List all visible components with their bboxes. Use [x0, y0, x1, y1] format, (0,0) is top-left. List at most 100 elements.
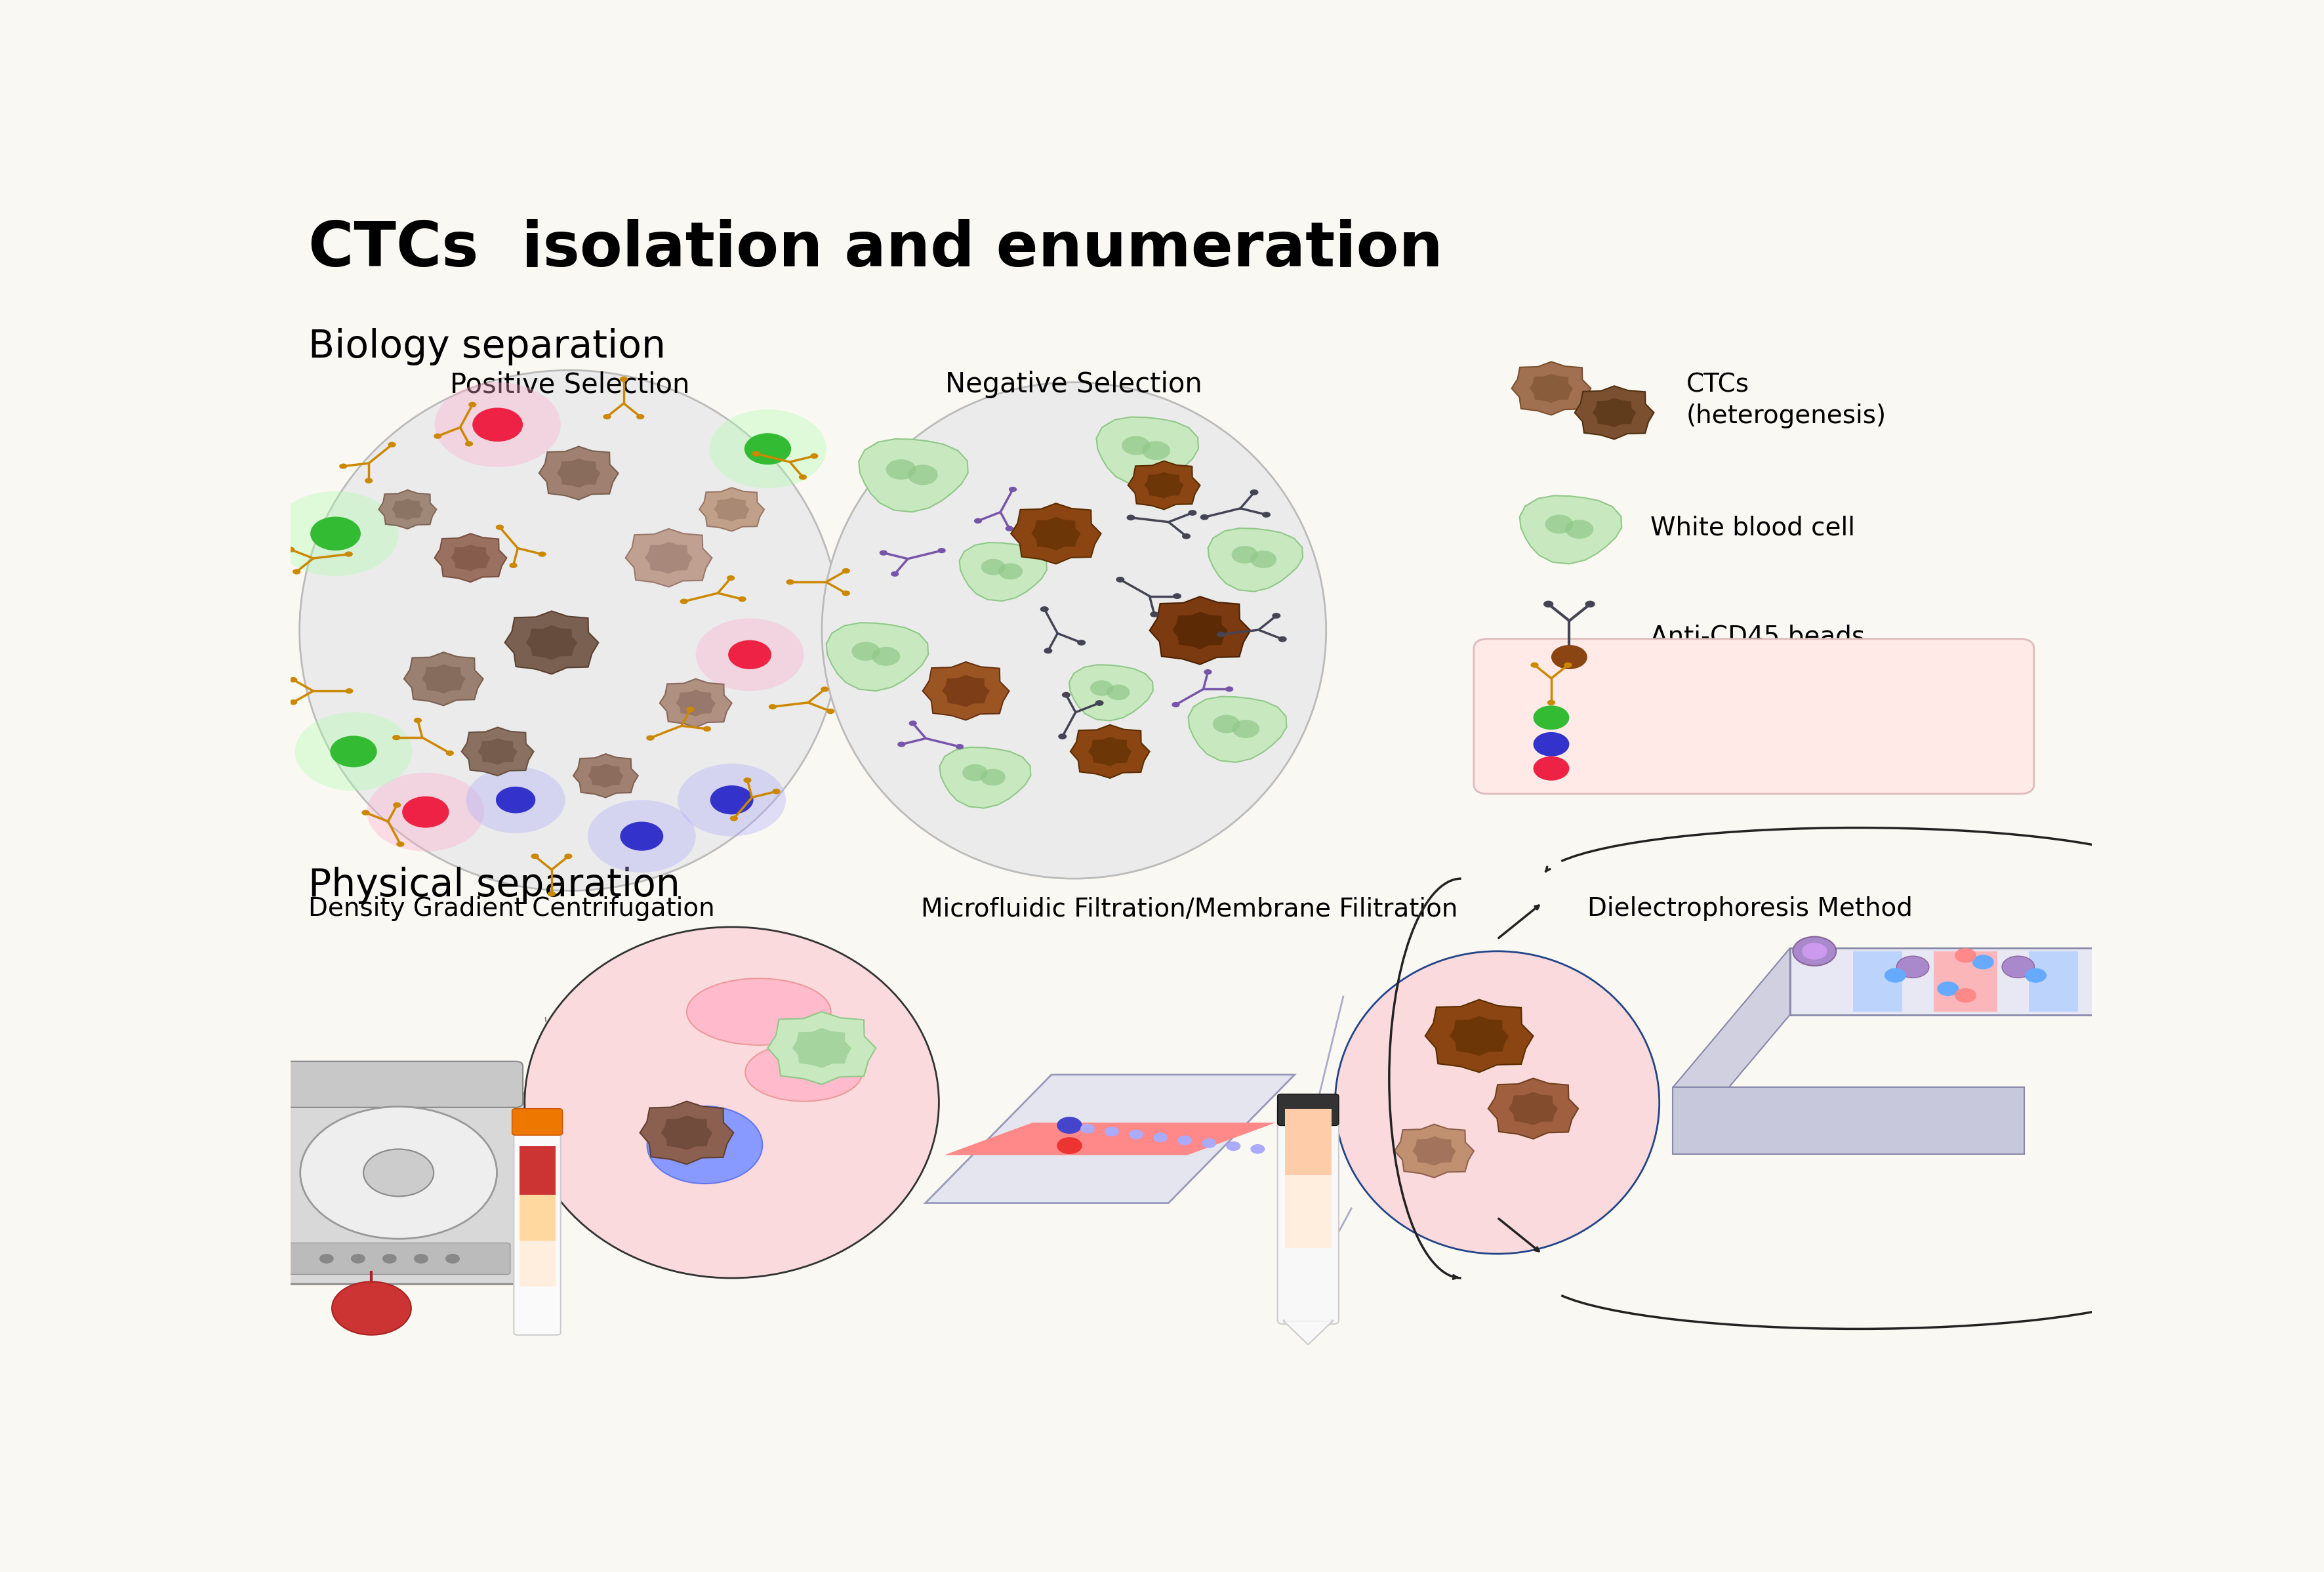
Circle shape — [1043, 648, 1053, 654]
Text: Physical separation: Physical separation — [309, 866, 681, 904]
Circle shape — [1062, 692, 1071, 698]
Polygon shape — [451, 544, 490, 571]
Polygon shape — [1592, 398, 1636, 428]
Ellipse shape — [823, 382, 1327, 879]
Circle shape — [414, 718, 421, 723]
Circle shape — [679, 764, 786, 836]
Polygon shape — [941, 674, 990, 707]
Circle shape — [1250, 550, 1276, 567]
Circle shape — [841, 567, 851, 574]
Circle shape — [962, 764, 988, 781]
Polygon shape — [1934, 951, 1996, 1011]
Polygon shape — [525, 626, 576, 660]
Circle shape — [344, 552, 353, 556]
Circle shape — [402, 797, 449, 828]
Circle shape — [827, 709, 834, 714]
Circle shape — [1174, 593, 1181, 599]
Circle shape — [1127, 514, 1134, 520]
Polygon shape — [1069, 665, 1153, 722]
FancyBboxPatch shape — [514, 1118, 560, 1335]
Polygon shape — [625, 528, 711, 586]
Circle shape — [1213, 715, 1241, 733]
Circle shape — [469, 402, 476, 407]
Circle shape — [1041, 607, 1048, 612]
Circle shape — [1199, 514, 1208, 520]
Circle shape — [446, 750, 453, 756]
Text: White blood cell: White blood cell — [1650, 516, 1855, 541]
Circle shape — [1232, 720, 1260, 739]
Circle shape — [435, 382, 560, 467]
Polygon shape — [504, 612, 600, 674]
Circle shape — [288, 678, 297, 682]
Circle shape — [346, 689, 353, 693]
Circle shape — [851, 641, 881, 660]
Circle shape — [637, 413, 644, 420]
Polygon shape — [1143, 472, 1183, 498]
Circle shape — [1122, 435, 1150, 454]
Circle shape — [1006, 525, 1013, 531]
Ellipse shape — [300, 369, 839, 891]
Circle shape — [955, 744, 964, 750]
Circle shape — [495, 525, 504, 530]
Polygon shape — [393, 498, 423, 520]
Circle shape — [1129, 1130, 1143, 1140]
Circle shape — [744, 778, 751, 783]
Circle shape — [1973, 954, 1994, 970]
Circle shape — [602, 413, 611, 420]
Polygon shape — [1071, 725, 1150, 778]
Polygon shape — [1508, 1093, 1557, 1126]
Ellipse shape — [688, 978, 832, 1045]
Text: Biology separation: Biology separation — [309, 329, 667, 365]
Circle shape — [686, 707, 695, 712]
Circle shape — [1188, 509, 1197, 516]
Polygon shape — [1032, 517, 1081, 550]
Circle shape — [1545, 514, 1573, 533]
Circle shape — [472, 407, 523, 442]
Circle shape — [435, 434, 442, 439]
Circle shape — [1183, 533, 1190, 539]
Polygon shape — [1394, 1124, 1473, 1177]
Polygon shape — [944, 1122, 1276, 1155]
Circle shape — [981, 560, 1006, 575]
Text: CTCs  isolation and enumeration: CTCs isolation and enumeration — [309, 219, 1443, 280]
Circle shape — [786, 580, 795, 585]
Circle shape — [621, 822, 662, 850]
Circle shape — [539, 552, 546, 556]
Circle shape — [565, 854, 572, 858]
Circle shape — [1552, 645, 1587, 670]
Circle shape — [1262, 512, 1271, 517]
FancyBboxPatch shape — [1473, 638, 2034, 794]
Circle shape — [646, 736, 655, 740]
Circle shape — [1202, 1138, 1215, 1148]
Circle shape — [727, 640, 772, 670]
Circle shape — [311, 517, 360, 550]
Circle shape — [365, 478, 372, 483]
Circle shape — [1227, 1141, 1241, 1151]
Polygon shape — [660, 679, 732, 728]
Circle shape — [709, 410, 827, 489]
Circle shape — [1564, 662, 1571, 668]
Polygon shape — [1150, 596, 1250, 665]
Text: Negative Selection: Negative Selection — [946, 371, 1202, 399]
FancyBboxPatch shape — [511, 1108, 562, 1135]
Circle shape — [885, 459, 916, 479]
Circle shape — [1104, 1127, 1120, 1137]
Circle shape — [1250, 1144, 1264, 1154]
Polygon shape — [1127, 461, 1199, 509]
Circle shape — [465, 442, 474, 446]
Polygon shape — [925, 1075, 1294, 1203]
Polygon shape — [660, 1116, 713, 1151]
Circle shape — [1534, 756, 1569, 781]
Polygon shape — [676, 690, 716, 717]
Polygon shape — [1673, 948, 1789, 1154]
Bar — [1285, 1248, 1332, 1320]
Bar — [518, 1286, 555, 1333]
Bar — [1285, 1176, 1332, 1248]
Text: CTCs
(heterogenesis): CTCs (heterogenesis) — [1687, 373, 1887, 428]
Circle shape — [744, 434, 790, 465]
Circle shape — [799, 475, 806, 479]
Circle shape — [772, 789, 781, 794]
Circle shape — [974, 519, 983, 523]
Polygon shape — [1425, 1000, 1534, 1072]
Circle shape — [446, 1254, 460, 1264]
